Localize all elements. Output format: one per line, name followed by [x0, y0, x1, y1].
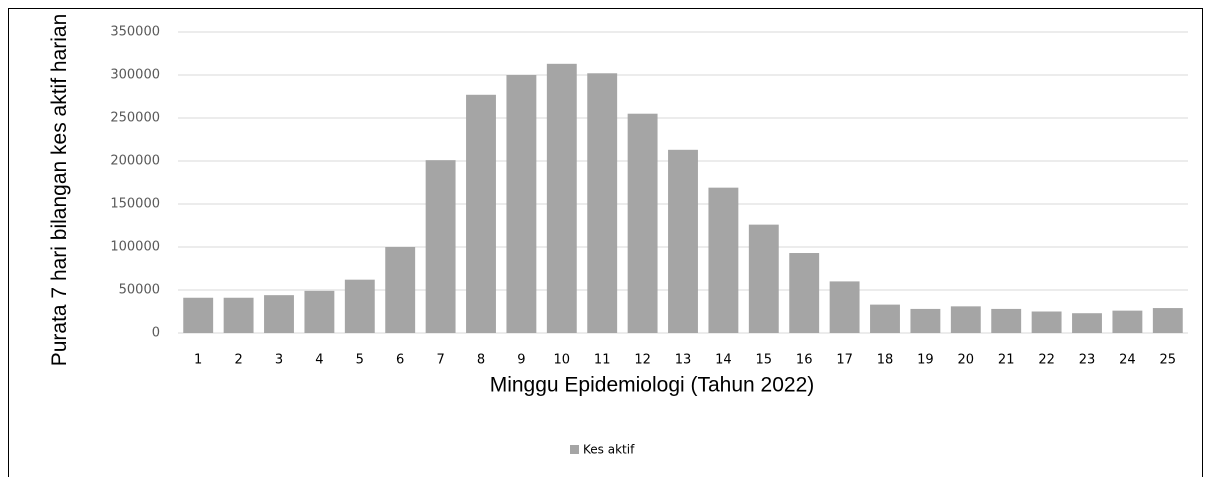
- x-tick-label: 22: [1038, 353, 1055, 368]
- x-tick-label: 10: [554, 353, 571, 368]
- y-tick-label: 100000: [110, 240, 160, 255]
- bar: [183, 297, 214, 333]
- y-tick-label: 0: [152, 326, 160, 341]
- y-tick-label: 200000: [110, 154, 160, 169]
- y-tick-label: 50000: [119, 283, 160, 298]
- x-tick-label: 20: [958, 353, 975, 368]
- x-tick-label: 25: [1160, 353, 1177, 368]
- x-tick-label: 9: [517, 353, 525, 368]
- x-axis-title: Minggu Epidemiologi (Tahun 2022): [490, 374, 815, 397]
- x-tick-label: 15: [756, 353, 773, 368]
- bar: [870, 304, 900, 333]
- x-tick-label: 6: [396, 353, 404, 368]
- x-tick-label: 12: [634, 353, 651, 368]
- y-tick-label: 150000: [110, 197, 160, 212]
- y-tick-label: 250000: [110, 111, 160, 126]
- x-tick-label: 8: [477, 353, 485, 368]
- bar: [829, 281, 860, 333]
- bar: [748, 224, 779, 333]
- x-tick-label: 16: [796, 353, 813, 368]
- y-tick-label: 300000: [110, 68, 160, 83]
- x-tick-label: 3: [275, 353, 283, 368]
- y-axis-title: Purata 7 hari bilangan kes aktif harian: [48, 13, 71, 367]
- bar: [991, 308, 1022, 333]
- x-tick-label: 1: [194, 353, 202, 368]
- x-tick-label: 24: [1119, 353, 1136, 368]
- bar: [344, 279, 375, 333]
- x-tick-label: 23: [1079, 353, 1096, 368]
- bar: [1072, 313, 1102, 333]
- bar: [627, 113, 658, 333]
- bar: [223, 297, 254, 333]
- x-tick-label: 21: [998, 353, 1015, 368]
- bar: [950, 306, 981, 333]
- bar: [506, 75, 537, 333]
- bar: [1031, 311, 1062, 333]
- bar: [910, 308, 941, 333]
- x-tick-label: 14: [715, 353, 732, 368]
- x-tick-label: 2: [234, 353, 242, 368]
- bar: [466, 94, 496, 333]
- bar: [708, 187, 739, 333]
- x-tick-label: 18: [877, 353, 894, 368]
- bar: [546, 63, 577, 333]
- legend-label: Kes aktif: [583, 443, 635, 457]
- legend-swatch: [570, 445, 579, 454]
- bar: [425, 160, 456, 333]
- x-tick-label: 17: [836, 353, 853, 368]
- bar: [789, 253, 820, 333]
- bar: [304, 290, 335, 333]
- x-tick-label: 4: [315, 353, 323, 368]
- y-tick-label: 350000: [110, 25, 160, 40]
- bar: [1152, 308, 1183, 333]
- bar: [264, 295, 294, 333]
- bar: [668, 149, 698, 333]
- x-tick-label: 5: [356, 353, 364, 368]
- chart-border: [8, 8, 1203, 477]
- bar: [1112, 310, 1143, 333]
- x-tick-label: 11: [594, 353, 611, 368]
- x-tick-label: 13: [675, 353, 692, 368]
- x-tick-label: 7: [436, 353, 444, 368]
- bar: [587, 73, 618, 333]
- bar: [385, 247, 416, 333]
- x-tick-label: 19: [917, 353, 934, 368]
